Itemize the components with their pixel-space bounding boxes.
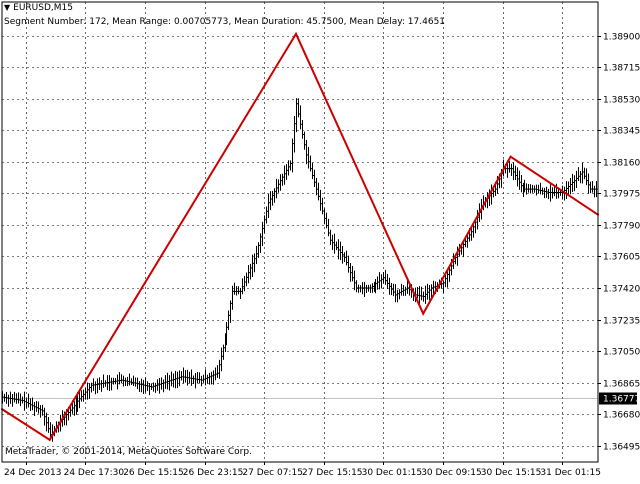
price-tick-label: 1.36495 — [603, 443, 640, 453]
zigzag-series — [1, 31, 599, 442]
plot-frame — [1, 1, 599, 463]
chart-symbol-header[interactable]: ▼ EURUSD,M15 — [4, 3, 73, 13]
time-tick-label: 26 Dec 15:15 — [123, 468, 184, 478]
price-tick-label: 1.37975 — [603, 190, 640, 200]
price-tick-label: 1.38160 — [603, 159, 640, 169]
time-tick-label: 30 Dec 01:15 — [362, 468, 423, 478]
price-tick-label: 1.37050 — [603, 348, 640, 358]
indicator-stats: Segment Number: 172, Mean Range: 0.00705… — [4, 17, 446, 27]
triangle-down-icon[interactable]: ▼ — [4, 3, 11, 12]
price-tick-label: 1.38900 — [603, 33, 640, 43]
symbol-label: EURUSD,M15 — [13, 3, 73, 13]
price-tick-label: 1.38715 — [603, 64, 640, 74]
current-price-badge — [599, 392, 637, 405]
time-tick-label: 24 Dec 2013 — [4, 468, 62, 478]
price-tick-label: 1.37235 — [603, 317, 640, 327]
current-price-label: 1.36777 — [603, 395, 640, 405]
zigzag-point — [295, 32, 298, 35]
time-tick-label: 30 Dec 15:15 — [481, 468, 542, 478]
price-tick-label: 1.38530 — [603, 96, 640, 106]
time-tick-label: 31 Dec 01:15 — [540, 468, 601, 478]
price-tick-label: 1.37605 — [603, 253, 640, 263]
zigzag-point — [48, 438, 51, 441]
price-tick-label: 1.36680 — [603, 411, 640, 421]
zigzag-point — [509, 155, 512, 158]
time-tick-label: 26 Dec 23:15 — [183, 468, 244, 478]
grid-lines — [2, 2, 598, 462]
copyright-footer: MetaTrader, © 2001-2014, MetaQuotes Soft… — [5, 447, 252, 457]
time-tick-label: 24 Dec 17:30 — [64, 468, 125, 478]
price-tick-label: 1.36865 — [603, 380, 640, 390]
time-tick-label: 27 Dec 15:15 — [302, 468, 363, 478]
price-tick-label: 1.37790 — [603, 222, 640, 232]
time-tick-label: 30 Dec 09:15 — [421, 468, 482, 478]
price-bars — [1, 98, 598, 442]
zigzag-line — [1, 31, 599, 442]
time-tick-label: 27 Dec 07:15 — [242, 468, 303, 478]
price-tick-label: 1.38345 — [603, 127, 640, 137]
zigzag-point — [422, 312, 425, 315]
price-tick-label: 1.37420 — [603, 285, 640, 295]
